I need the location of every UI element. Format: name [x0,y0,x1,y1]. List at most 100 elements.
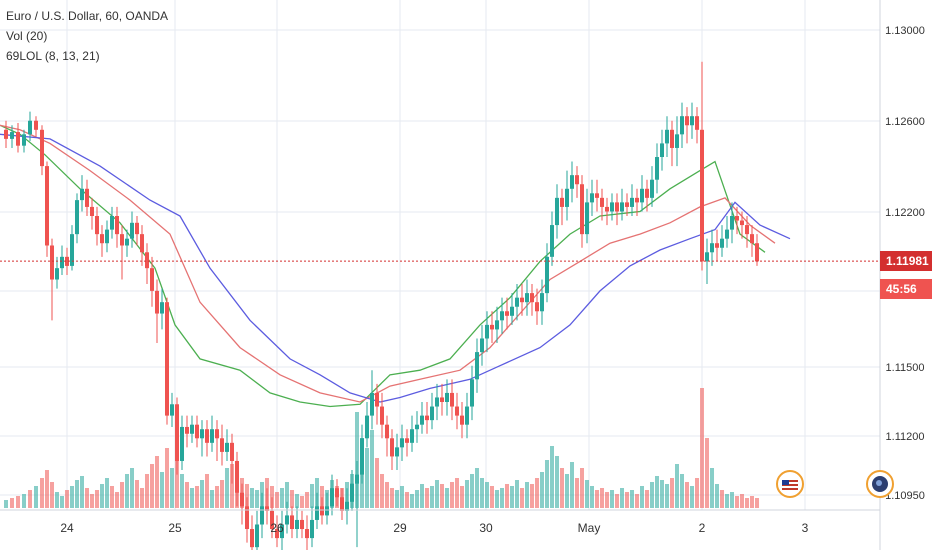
volume-bar [675,464,679,508]
candle-body [85,188,89,207]
volume-bar [710,468,714,508]
bar-countdown-label: 45:56 [880,279,932,300]
candle [115,206,119,248]
candle-body [95,216,99,235]
candle-body [660,143,664,158]
candle-body [410,429,414,443]
volume-bar [615,494,619,508]
volume-bar [4,500,8,508]
candle [265,488,269,525]
candle-body [265,506,269,511]
candle-body [60,256,64,269]
volume-bar [230,464,234,508]
candle [600,188,604,221]
candle-body [45,166,49,246]
candle [255,510,259,550]
candle-body [535,302,539,312]
candle [140,225,144,266]
volume-bar [365,448,369,508]
volume-bar [665,484,669,508]
volume-indicator-label[interactable]: Vol (20) [6,29,48,43]
candle [500,297,504,334]
candle-body [525,293,529,303]
candle [190,415,194,443]
candle-body [115,216,119,235]
candle [560,188,564,226]
flag-badge-icon[interactable] [776,470,804,498]
candle-body [135,222,139,235]
candle-body [90,206,94,216]
candle [16,123,20,153]
candle [730,202,734,244]
volume-bar [220,480,224,508]
candle [520,284,524,316]
candle [170,392,174,427]
candle-body [200,429,204,439]
candle [225,429,229,461]
symbol-title[interactable]: Euro / U.S. Dollar, 60, OANDA [6,9,169,23]
candle-body [280,524,284,539]
y-tick-label: 1.12200 [885,207,925,219]
volume-bar [65,490,69,508]
volume-bar [165,448,169,508]
candle-body [505,311,509,316]
candle-body [735,216,739,221]
candle [530,284,534,316]
volume-bar [505,484,509,508]
volume-bar [605,492,609,508]
candle [80,175,84,212]
candle [295,506,299,539]
volume-bar [145,474,149,508]
volume-bar [295,494,299,508]
candle [355,460,359,548]
candle [230,433,234,484]
candle [270,497,274,539]
candle-body [240,492,244,507]
candle [100,225,104,257]
volume-bar [255,490,259,508]
candle [620,188,624,221]
ema-indicator-label[interactable]: 69LOL (8, 13, 21) [6,49,100,63]
candle [345,488,349,525]
volume-bar [510,486,514,508]
y-tick-label: 1.12600 [885,116,925,128]
volume-bar [115,492,119,508]
news-badge-icon[interactable] [866,470,894,498]
candle-body [475,352,479,380]
volume-bar [670,478,674,508]
candle-body [295,519,299,530]
candle-body [620,202,624,212]
volume-bar [535,478,539,508]
x-tick-label: 30 [479,521,493,535]
volume-bar [250,488,254,508]
volume-bar [515,480,519,508]
candle-body [110,216,114,230]
candle-body [335,488,339,498]
volume-bar [34,486,38,508]
volume-bar [200,480,204,508]
candle [195,415,199,448]
candle-body [465,406,469,425]
candle [305,515,309,550]
volume-bar [310,484,314,508]
volume-bar [740,494,744,508]
candle-body [450,392,454,407]
volume-bar [180,474,184,508]
candle [695,107,699,144]
volume-bar [70,486,74,508]
candle-body [745,225,749,235]
candle-body [720,238,724,248]
y-tick-label: 1.11500 [886,362,925,374]
candle [285,501,289,534]
candle-body [540,293,544,312]
volume-bar [155,456,159,508]
candle-body [345,501,349,511]
candle-body [420,415,424,425]
volume-bar [45,470,49,508]
volume-bar [75,480,79,508]
candle [440,383,444,416]
candle-body [165,302,169,416]
volume-bar [530,484,534,508]
x-tick-label: 25 [168,521,182,535]
